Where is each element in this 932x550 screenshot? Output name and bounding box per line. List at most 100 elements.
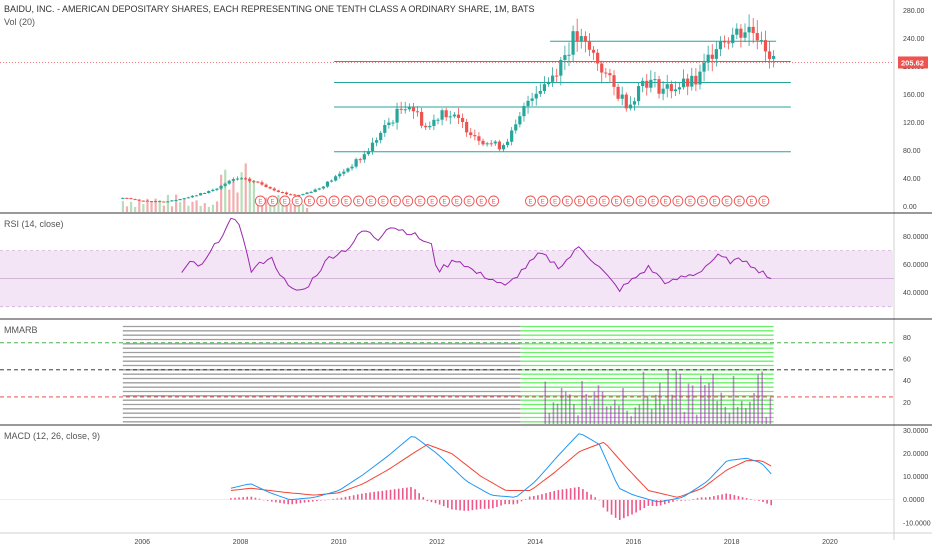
macd-histogram-bar: [713, 496, 715, 500]
mmarb-bar: [614, 399, 616, 424]
earnings-marker: [439, 195, 450, 207]
mmarb-bar: [683, 411, 686, 424]
macd-histogram-bar: [643, 499, 646, 509]
candle-body: [252, 181, 256, 183]
candle-body: [522, 106, 526, 117]
candle-body: [350, 166, 354, 169]
volume-bar: [199, 205, 202, 212]
candle-body: [231, 179, 235, 181]
earnings-marker-letter: E: [258, 199, 262, 205]
candle-body: [501, 145, 506, 150]
macd-histogram-bar: [434, 499, 437, 504]
candle-body: [284, 192, 289, 195]
macd-histogram-bar: [590, 494, 592, 500]
mmarb-bar: [646, 396, 649, 424]
earnings-marker: [304, 195, 315, 207]
macd-label: MACD (12, 26, close, 9): [4, 431, 101, 441]
candle-body: [207, 191, 211, 194]
mmarb-bar: [601, 391, 604, 424]
volume-bar: [232, 179, 235, 212]
candle-body: [211, 189, 215, 192]
candle-body: [129, 198, 133, 200]
candle-body: [325, 181, 330, 187]
macd-histogram-bar: [340, 497, 343, 500]
volume-bar: [211, 204, 215, 212]
macd-histogram-bar: [361, 493, 363, 500]
macd-signal-line: [230, 441, 772, 498]
earnings-marker: [353, 195, 365, 207]
macd-histogram-bar: [606, 499, 609, 512]
candle-body: [166, 201, 170, 203]
last-price-box: [898, 56, 928, 69]
scale-tick-label: 10.0000: [903, 474, 928, 481]
scale-tick-label: 80: [903, 335, 911, 342]
candle-body: [440, 110, 444, 120]
volume-bar: [195, 200, 198, 212]
candle-body: [493, 141, 497, 144]
candle-body: [133, 199, 137, 201]
mmarb-panel[interactable]: 80 60 40 20: [0, 325, 911, 425]
candle-body: [546, 81, 551, 85]
candle-body: [174, 200, 178, 202]
x-tick-label: 2010: [331, 539, 347, 546]
candle-body: [591, 49, 596, 53]
volume-bar: [220, 174, 223, 212]
macd-histogram-bar: [668, 499, 670, 504]
candle-body: [677, 87, 682, 90]
x-tick-label: 2012: [429, 539, 445, 546]
x-tick-label: 2014: [527, 539, 543, 546]
macd-histogram-bar: [492, 499, 494, 509]
macd-histogram-bar: [336, 498, 339, 500]
candle-body: [628, 104, 632, 109]
macd-histogram-bar: [496, 499, 498, 507]
earnings-marker-letter: E: [393, 199, 397, 205]
candle-body: [596, 52, 600, 64]
macd-histogram-bar: [332, 498, 335, 500]
candle-body: [567, 54, 571, 56]
mmarb-bar: [732, 375, 735, 424]
macd-histogram-bar: [680, 499, 682, 501]
rsi-panel[interactable]: 80.0000 60.0000 40.0000: [0, 217, 928, 308]
macd-histogram-bar: [291, 499, 294, 505]
candle-body: [735, 28, 739, 35]
time-axis[interactable]: 2006 2008 2010 2012 2014 2016 2018 2020: [134, 539, 837, 546]
candle-body: [587, 41, 592, 50]
macd-histogram-bar: [508, 499, 511, 505]
volume-bar: [183, 198, 186, 212]
macd-histogram-bar: [275, 499, 277, 503]
candle-body: [661, 88, 665, 94]
macd-histogram-bar: [242, 497, 244, 500]
scale-tick-label: 120.00: [903, 120, 925, 127]
candle-body: [604, 72, 608, 74]
earnings-marker: [537, 195, 549, 207]
candle-body: [305, 192, 309, 195]
candle-body: [563, 55, 567, 60]
macd-histogram-bar: [393, 489, 396, 500]
candle-body: [452, 114, 456, 117]
mmarb-bar: [622, 387, 624, 424]
earnings-marker-letter: E: [639, 199, 643, 205]
volume-bar: [154, 198, 157, 212]
earnings-marker: [635, 195, 647, 207]
earnings-marker: [267, 195, 279, 207]
candle-body: [424, 125, 428, 128]
mmarb-bar: [753, 393, 755, 424]
candle-body: [702, 62, 706, 72]
macd-histogram-bar: [414, 489, 416, 500]
macd-histogram-bar: [721, 494, 723, 500]
candle-body: [387, 122, 391, 126]
mmarb-bar: [585, 393, 587, 424]
earnings-marker-letter: E: [320, 199, 324, 205]
candle-body: [338, 173, 342, 177]
macd-histogram-bar: [287, 499, 289, 505]
macd-panel[interactable]: 30.0000 20.0000 10.0000 0.0000 -10.0000: [0, 428, 931, 527]
earnings-marker: [389, 195, 401, 207]
scale-tick-label: 40: [903, 378, 911, 385]
candle-body: [624, 94, 628, 109]
volume-bar: [265, 197, 268, 212]
macd-histogram-bar: [758, 499, 760, 501]
earnings-marker-letter: E: [713, 199, 717, 205]
